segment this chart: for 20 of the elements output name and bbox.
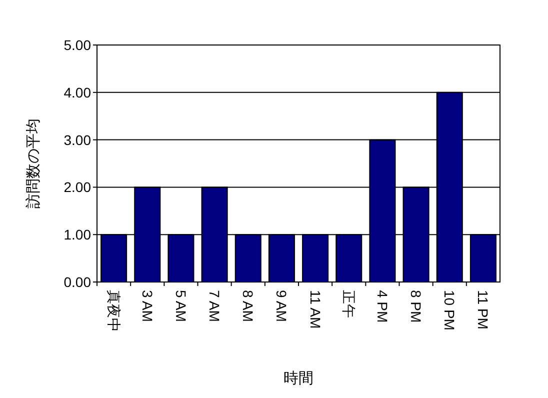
- y-tick-label: 2.00: [64, 179, 92, 196]
- x-tick-label: 3 AM: [139, 290, 156, 322]
- x-tick-label: 7 AM: [206, 290, 223, 322]
- y-tick-label: 1.00: [64, 226, 92, 243]
- x-tick-label: 真夜中: [106, 290, 122, 332]
- y-axis-title: 訪問数の平均: [25, 118, 42, 208]
- x-tick-label: 11 PM: [475, 290, 492, 330]
- x-tick-label: 5 AM: [172, 290, 189, 322]
- x-tick-label: 8 PM: [408, 290, 424, 323]
- x-tick-label: 9 AM: [274, 290, 290, 322]
- x-tick-label: 正午: [340, 290, 357, 318]
- y-tick-label: 5.00: [64, 37, 92, 53]
- x-tick-label: 11 AM: [307, 290, 324, 329]
- y-tick-label: 0.00: [64, 274, 92, 290]
- x-tick-label: 10 PM: [442, 290, 458, 330]
- x-tick-label: 8 AM: [240, 290, 256, 322]
- y-tick-label: 4.00: [64, 84, 92, 100]
- x-axis-title: 時間: [284, 370, 314, 387]
- y-tick-label: 3.00: [64, 132, 92, 148]
- x-tick-label: 4 PM: [374, 290, 390, 323]
